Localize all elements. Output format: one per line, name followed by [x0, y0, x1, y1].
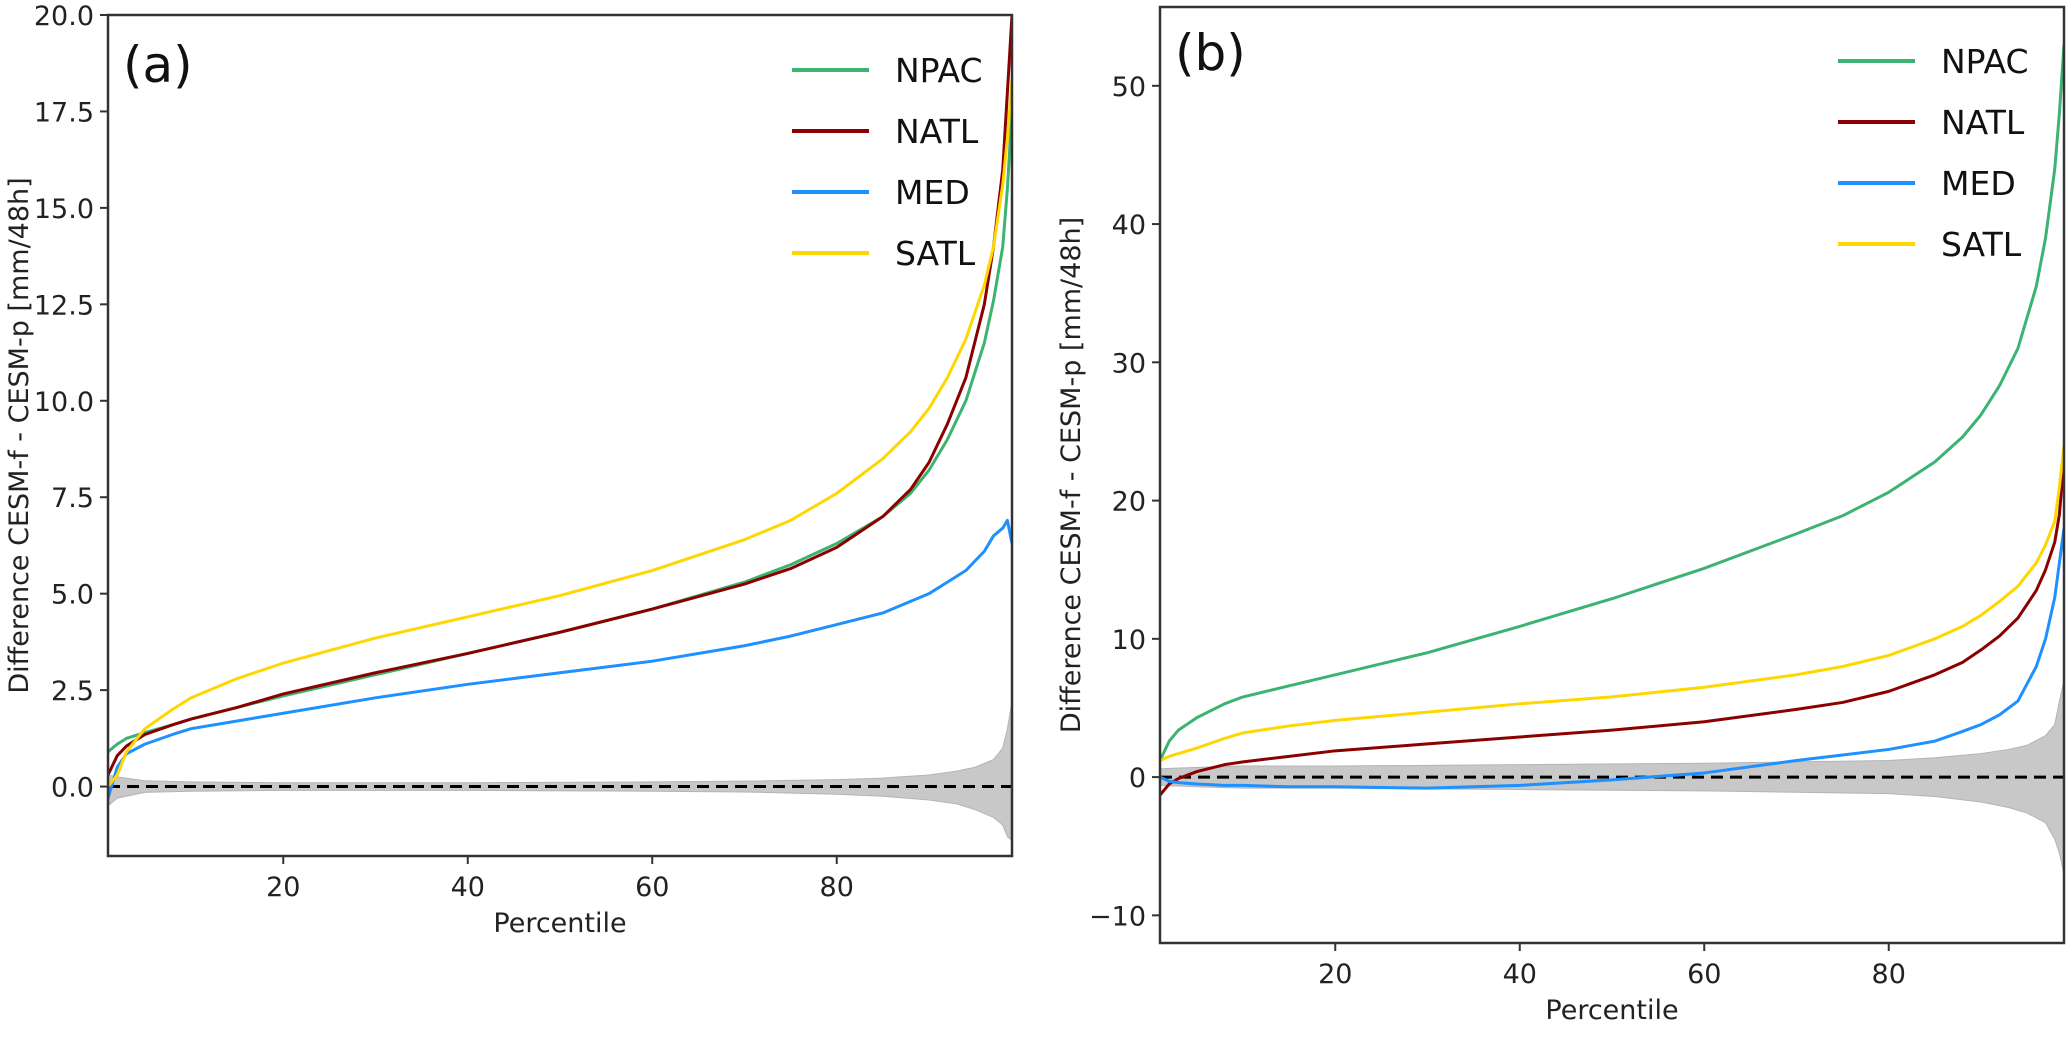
uncertainty-band	[1160, 680, 2064, 874]
y-tick-label: 10.0	[34, 387, 94, 418]
legend-label: MED	[1941, 164, 2016, 203]
y-tick-label: 17.5	[34, 97, 94, 128]
y-tick-label: 50	[1112, 72, 1146, 103]
x-tick-label: 20	[266, 872, 300, 903]
panel-a: 0.0 2.5 5.0 7.5 10.0 12.5 15.0 17.5 20.0 20 40 60 80…	[4, 1, 1014, 939]
x-tick-label: 80	[820, 872, 854, 903]
series-line-npac	[1160, 44, 2064, 762]
y-tick-label: −10	[1089, 901, 1146, 932]
series-line-npac	[108, 111, 1012, 753]
series-line-satl	[1160, 445, 2064, 762]
axes-frame	[106, 13, 1014, 858]
legend-label: SATL	[1941, 225, 2022, 264]
y-tick-label: 40	[1112, 210, 1146, 241]
legend: NPAC NATL MED SATL	[1838, 42, 2029, 264]
y-tick-label: 30	[1112, 348, 1146, 379]
legend-label: NPAC	[895, 51, 983, 90]
x-tick-label: 60	[635, 872, 669, 903]
legend-item-med: MED	[1838, 164, 2016, 203]
series-line-natl	[108, 15, 1012, 776]
legend-item-npac: NPAC	[1838, 42, 2029, 81]
x-axis-label: Percentile	[1545, 995, 1678, 1026]
x-tick-label: 60	[1687, 959, 1721, 990]
legend-label: SATL	[895, 234, 976, 273]
series-line-satl	[108, 80, 1012, 788]
y-tick-label: 5.0	[51, 580, 94, 611]
legend-label: MED	[895, 173, 970, 212]
series-line-natl	[1160, 458, 2064, 797]
series-line-med	[1160, 528, 2064, 790]
y-tick-label: 2.5	[51, 676, 94, 707]
legend-label: NPAC	[1941, 42, 2029, 81]
legend-item-npac: NPAC	[792, 51, 983, 90]
legend-item-satl: SATL	[792, 234, 976, 273]
y-tick-label: 0	[1129, 763, 1146, 794]
legend-item-natl: NATL	[1838, 103, 2025, 142]
plot-area	[108, 15, 1012, 842]
legend: NPAC NATL MED SATL	[792, 51, 983, 273]
y-tick-label: 20.0	[34, 1, 94, 32]
axes-frame	[1158, 5, 2066, 945]
legend-label: NATL	[895, 112, 979, 151]
x-tick-label: 40	[451, 872, 485, 903]
y-tick-label: 10	[1112, 625, 1146, 656]
y-tick-label: 7.5	[51, 483, 94, 514]
y-tick-label: 12.5	[34, 290, 94, 321]
x-tick-label: 40	[1503, 959, 1537, 990]
x-tick-label: 80	[1872, 959, 1906, 990]
legend-item-natl: NATL	[792, 112, 979, 151]
legend-label: NATL	[1941, 103, 2025, 142]
x-axis-label: Percentile	[493, 908, 626, 939]
y-tick-label: 15.0	[34, 194, 94, 225]
panel-label: (a)	[123, 36, 193, 94]
y-tick-label: 20	[1112, 487, 1146, 518]
series-line-med	[108, 518, 1012, 799]
x-tick-label: 20	[1318, 959, 1352, 990]
panel-b: −10 0 10 20 30 40 50 20 40 60 80 Percentile Differen…	[1056, 5, 2066, 1026]
plot-area	[1160, 44, 2064, 874]
legend-item-med: MED	[792, 173, 970, 212]
y-tick-label: 0.0	[51, 773, 94, 804]
y-axis-label: Difference CESM-f - CESM-p [mm/48h]	[1056, 217, 1087, 733]
legend-item-satl: SATL	[1838, 225, 2022, 264]
y-axis-label: Difference CESM-f - CESM-p [mm/48h]	[4, 177, 35, 693]
panel-label: (b)	[1175, 24, 1246, 82]
uncertainty-band	[108, 701, 1012, 842]
